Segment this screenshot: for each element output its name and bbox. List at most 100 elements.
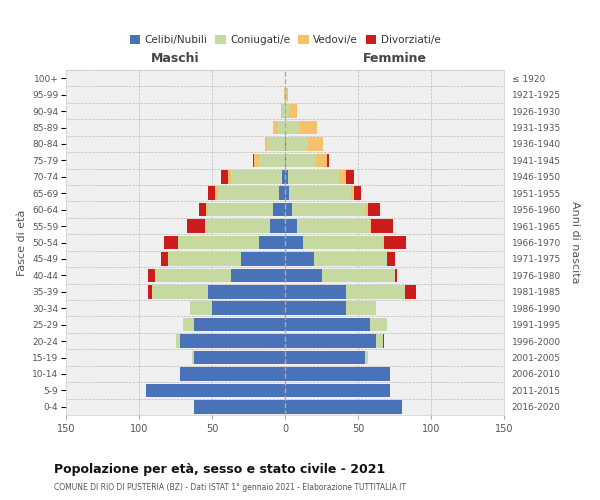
- Bar: [285, 302, 346, 315]
- Bar: [285, 252, 314, 266]
- Bar: [387, 252, 395, 266]
- Bar: [148, 268, 155, 282]
- Bar: [241, 252, 285, 266]
- Bar: [285, 203, 292, 216]
- Bar: [285, 121, 299, 134]
- Text: Popolazione per età, sesso e stato civile - 2021: Popolazione per età, sesso e stato civil…: [54, 462, 385, 475]
- Bar: [368, 203, 380, 216]
- Bar: [282, 170, 285, 183]
- Bar: [259, 236, 285, 249]
- Bar: [194, 400, 285, 413]
- Bar: [289, 104, 296, 118]
- Bar: [164, 236, 178, 249]
- Bar: [278, 121, 285, 134]
- Bar: [168, 252, 241, 266]
- Bar: [285, 400, 402, 413]
- Bar: [282, 104, 285, 118]
- Y-axis label: Fasce di età: Fasce di età: [17, 210, 26, 276]
- Bar: [286, 137, 308, 150]
- Y-axis label: Anni di nascita: Anni di nascita: [571, 201, 580, 284]
- Bar: [285, 137, 286, 150]
- Bar: [285, 220, 296, 233]
- Bar: [259, 154, 285, 167]
- Bar: [254, 154, 259, 167]
- Bar: [316, 154, 328, 167]
- Bar: [208, 186, 215, 200]
- Bar: [231, 268, 285, 282]
- Bar: [353, 186, 361, 200]
- Bar: [292, 203, 365, 216]
- Bar: [286, 88, 288, 102]
- Bar: [146, 384, 285, 397]
- Bar: [299, 121, 317, 134]
- Bar: [152, 285, 208, 298]
- Bar: [296, 220, 370, 233]
- Bar: [148, 285, 152, 298]
- Legend: Celibi/Nubili, Coniugati/e, Vedovi/e, Divorziati/e: Celibi/Nubili, Coniugati/e, Vedovi/e, Di…: [125, 30, 445, 49]
- Bar: [208, 203, 274, 216]
- Bar: [383, 236, 384, 249]
- Bar: [371, 220, 393, 233]
- Bar: [365, 203, 368, 216]
- Bar: [178, 236, 259, 249]
- Bar: [180, 334, 285, 348]
- Bar: [350, 186, 353, 200]
- Bar: [218, 186, 279, 200]
- Bar: [231, 170, 282, 183]
- Bar: [161, 252, 168, 266]
- Text: Femmine: Femmine: [362, 52, 427, 65]
- Bar: [268, 137, 285, 150]
- Bar: [176, 334, 180, 348]
- Bar: [271, 220, 285, 233]
- Bar: [190, 302, 212, 315]
- Bar: [322, 268, 395, 282]
- Bar: [286, 154, 316, 167]
- Bar: [284, 88, 285, 102]
- Bar: [308, 137, 323, 150]
- Bar: [285, 170, 288, 183]
- Bar: [180, 367, 285, 380]
- Bar: [370, 318, 387, 332]
- Bar: [383, 334, 384, 348]
- Bar: [253, 154, 254, 167]
- Bar: [285, 186, 289, 200]
- Bar: [285, 88, 286, 102]
- Bar: [281, 104, 282, 118]
- Bar: [314, 252, 387, 266]
- Bar: [274, 121, 278, 134]
- Bar: [285, 351, 365, 364]
- Bar: [370, 220, 371, 233]
- Bar: [194, 351, 285, 364]
- Bar: [183, 318, 194, 332]
- Bar: [289, 186, 350, 200]
- Bar: [279, 186, 285, 200]
- Bar: [285, 236, 302, 249]
- Bar: [328, 154, 329, 167]
- Bar: [199, 203, 206, 216]
- Bar: [205, 220, 271, 233]
- Bar: [285, 104, 289, 118]
- Bar: [285, 268, 322, 282]
- Bar: [285, 334, 376, 348]
- Bar: [155, 268, 231, 282]
- Bar: [339, 170, 346, 183]
- Bar: [405, 285, 416, 298]
- Bar: [302, 236, 383, 249]
- Bar: [285, 384, 390, 397]
- Bar: [365, 351, 368, 364]
- Text: Maschi: Maschi: [151, 52, 200, 65]
- Bar: [285, 154, 286, 167]
- Bar: [285, 318, 370, 332]
- Bar: [208, 285, 285, 298]
- Bar: [285, 285, 346, 298]
- Bar: [346, 170, 353, 183]
- Bar: [285, 367, 390, 380]
- Bar: [274, 203, 285, 216]
- Bar: [187, 220, 205, 233]
- Bar: [376, 334, 383, 348]
- Bar: [191, 351, 194, 364]
- Bar: [346, 302, 376, 315]
- Bar: [215, 186, 218, 200]
- Bar: [228, 170, 231, 183]
- Bar: [288, 170, 339, 183]
